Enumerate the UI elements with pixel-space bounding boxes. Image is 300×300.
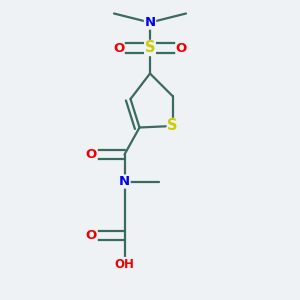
Text: O: O: [113, 41, 124, 55]
Text: S: S: [167, 118, 178, 134]
Text: O: O: [86, 229, 97, 242]
Text: N: N: [119, 175, 130, 188]
Text: OH: OH: [115, 257, 134, 271]
Text: O: O: [86, 148, 97, 161]
Text: O: O: [176, 41, 187, 55]
Text: S: S: [145, 40, 155, 56]
Text: N: N: [144, 16, 156, 29]
